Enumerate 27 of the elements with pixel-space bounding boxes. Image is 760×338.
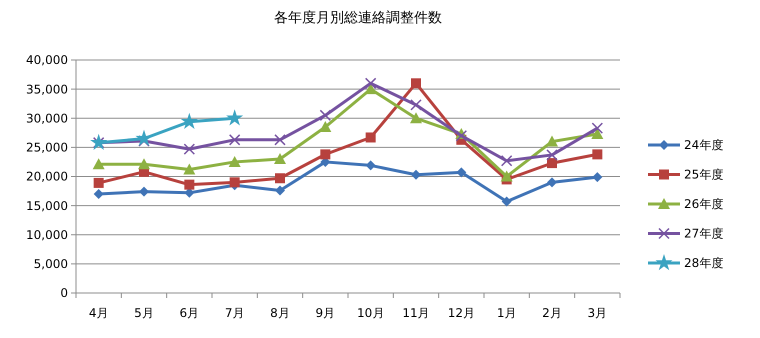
y-tick-label: 15,000 <box>26 198 68 213</box>
legend-label: 26年度 <box>684 197 724 212</box>
x-tick-label: 2月 <box>542 306 562 320</box>
legend-label: 25年度 <box>684 168 724 182</box>
y-tick-label: 25,000 <box>26 140 68 155</box>
x-tick-label: 4月 <box>88 306 108 320</box>
x-tick-label: 6月 <box>180 306 200 320</box>
x-tick-label: 3月 <box>588 306 608 320</box>
y-tick-label: 0 <box>60 286 68 300</box>
y-tick-label: 40,000 <box>26 53 68 68</box>
legend-label: 24年度 <box>684 138 724 152</box>
y-tick-label: 35,000 <box>26 82 68 96</box>
y-tick-label: 10,000 <box>26 228 68 242</box>
x-tick-label: 8月 <box>270 306 290 320</box>
x-tick-label: 7月 <box>224 306 244 320</box>
x-tick-label: 11月 <box>402 306 430 320</box>
legend-label: 28年度 <box>684 256 724 270</box>
x-tick-label: 9月 <box>316 306 336 320</box>
legend-label: 27年度 <box>684 226 724 241</box>
chart-title: 各年度月別総連絡調整件数 <box>274 10 442 26</box>
x-tick-label: 1月 <box>496 306 516 320</box>
y-tick-label: 5,000 <box>34 257 68 272</box>
y-tick-label: 20,000 <box>26 170 68 184</box>
x-tick-label: 12月 <box>448 306 475 320</box>
y-tick-label: 30,000 <box>26 111 68 126</box>
x-tick-label: 10月 <box>357 306 384 320</box>
x-tick-label: 5月 <box>134 306 154 320</box>
